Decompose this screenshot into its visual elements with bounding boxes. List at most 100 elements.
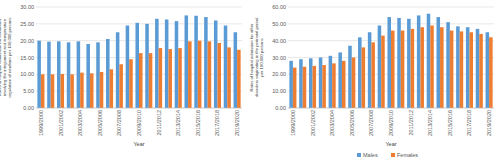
bar — [486, 32, 490, 108]
bar — [322, 65, 326, 108]
legend-swatch — [357, 153, 361, 157]
category-label: 2017/2018 — [214, 110, 220, 136]
bar — [168, 49, 172, 108]
bar — [293, 68, 297, 108]
category-label: 2013/2014 — [175, 110, 181, 136]
bar — [204, 17, 208, 108]
tick-label: 5.00 — [23, 88, 34, 94]
bar — [456, 26, 460, 108]
bar — [135, 23, 139, 108]
bar — [37, 41, 41, 108]
bar — [450, 31, 454, 108]
bar — [145, 24, 149, 108]
tick-label: 50.00 — [272, 21, 286, 27]
bar — [430, 26, 434, 108]
bar — [70, 74, 74, 108]
bar — [378, 26, 382, 108]
x-axis-line — [36, 108, 242, 109]
bar — [299, 59, 303, 108]
tick-label: 25.00 — [20, 21, 34, 27]
bar — [129, 59, 133, 108]
bar — [362, 47, 366, 108]
bar — [194, 16, 198, 108]
bar — [460, 31, 464, 108]
tick-label: 10.00 — [20, 71, 34, 77]
bar — [47, 42, 51, 108]
bar — [165, 19, 169, 108]
bar — [411, 29, 415, 108]
category-label: 2009/2010 — [388, 110, 394, 136]
category-label: 2009/2010 — [136, 110, 142, 136]
axis-title-line: regulation of newborn per 100,000 person… — [7, 18, 12, 98]
bar — [100, 72, 104, 108]
category-label: 2015/2016 — [447, 110, 453, 136]
tick-label: 15.00 — [20, 55, 34, 61]
bar — [159, 48, 163, 108]
category-label: 2019/2020 — [486, 110, 492, 136]
bar — [214, 20, 218, 108]
bar — [224, 26, 228, 108]
bar — [61, 74, 65, 108]
category-label: 2001/2002 — [58, 110, 64, 136]
tick-label: 0.00 — [275, 105, 286, 111]
bar — [332, 63, 336, 108]
bar — [149, 53, 153, 108]
bar — [110, 69, 114, 108]
legend-label: Females — [397, 152, 418, 158]
axis-title: Year — [385, 141, 396, 147]
tick-label: 30.00 — [20, 4, 34, 10]
bar — [476, 29, 480, 108]
bar — [77, 41, 81, 108]
bar — [446, 22, 450, 108]
bar — [381, 36, 385, 108]
category-label: 2011/2012 — [408, 110, 414, 136]
category-label: 2019/2020 — [234, 110, 240, 136]
category-label: 2007/2008 — [116, 110, 122, 136]
bar — [352, 58, 356, 109]
bar — [185, 15, 189, 108]
bar — [342, 61, 346, 108]
bar — [237, 50, 241, 108]
bar — [437, 17, 441, 108]
bar — [371, 42, 375, 108]
tick-label: 40.00 — [272, 38, 286, 44]
bar — [175, 21, 179, 108]
bars — [37, 15, 240, 108]
tick-label: 60.00 — [272, 4, 286, 10]
grid-line — [36, 7, 242, 8]
bar — [90, 73, 94, 108]
bar — [387, 17, 391, 108]
axis-title: Rates of hospital admission for conditio… — [0, 18, 12, 98]
bar — [188, 41, 192, 108]
bar — [234, 32, 238, 108]
bar — [397, 18, 401, 108]
tick-label: 0.00 — [23, 105, 34, 111]
bar — [119, 64, 123, 108]
category-label: 2013/2014 — [427, 110, 433, 136]
tick-label: 10.00 — [272, 88, 286, 94]
bar — [420, 27, 424, 108]
bar — [489, 37, 493, 108]
x-axis-line — [288, 108, 494, 109]
category-label: 2005/2006 — [97, 110, 103, 136]
bar — [96, 42, 100, 108]
bar — [208, 41, 212, 108]
bar — [391, 31, 395, 108]
category-label: 1999/2000 — [290, 110, 296, 136]
bar — [86, 44, 90, 108]
bar — [479, 34, 483, 108]
axis-title: Year — [133, 141, 144, 147]
figure: 0.00 5.00 10.00 15.00 20.00 25.00 30.00 Rates o… — [0, 0, 500, 164]
bar — [227, 47, 231, 108]
tick-label: 20.00 — [272, 71, 286, 77]
bar — [289, 61, 293, 108]
bar — [368, 32, 372, 108]
axis-title: Rates of hospital admission for otherdis… — [249, 17, 264, 97]
category-label: 2007/2008 — [368, 110, 374, 136]
chart: 0.0010.0020.0030.0040.0050.0060.00Rates … — [249, 4, 494, 158]
bar — [67, 42, 71, 108]
bar — [80, 73, 84, 108]
bar — [440, 27, 444, 108]
bar — [217, 43, 221, 108]
chart: 0.005.0010.0015.0020.0025.0030.00Rates o… — [0, 4, 242, 147]
